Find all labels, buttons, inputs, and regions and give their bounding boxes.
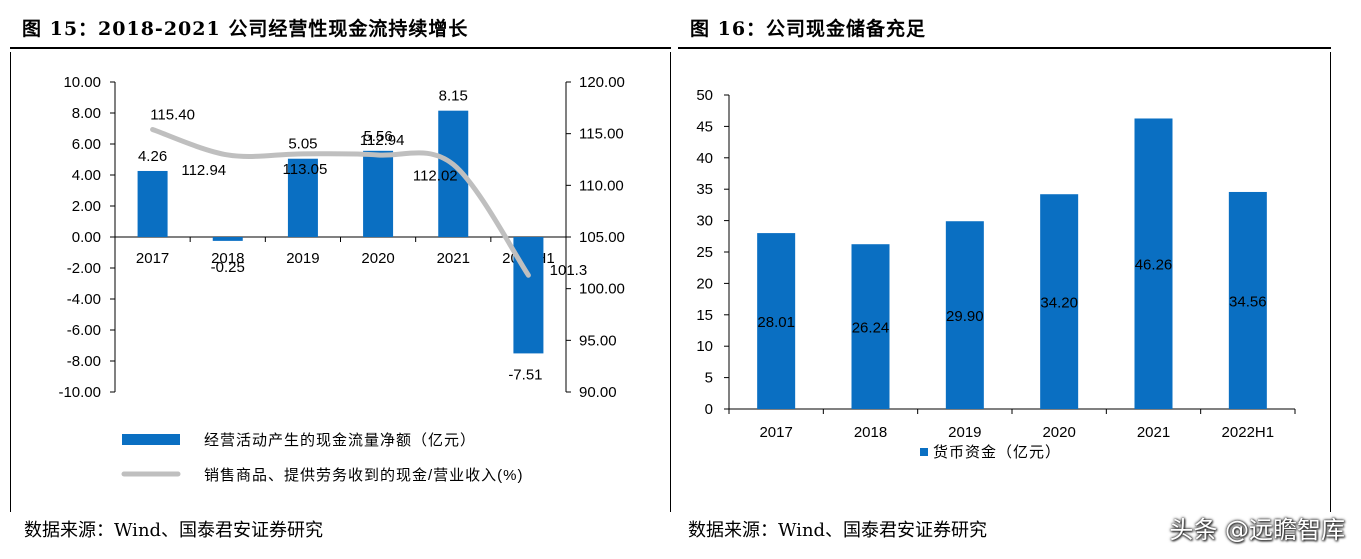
right-y-tick-label: 120.00 [579, 74, 625, 91]
cash-ratio-label: 113.05 [283, 161, 328, 178]
cash-reserve-bar [945, 221, 984, 409]
y-tick-label: 40 [696, 150, 713, 167]
cashflow-bar-label: 4.26 [138, 148, 167, 165]
cash-ratio-label: 101.3 [550, 262, 588, 279]
left-y-tick-label: -8.00 [67, 353, 101, 370]
x-tick-label: 2019 [948, 424, 981, 441]
cash-ratio-label: 112.94 [181, 162, 226, 179]
right-chart-title: 图 16：公司现金储备充足 [690, 18, 927, 40]
right-frame-border-left [670, 52, 671, 512]
y-tick-label: 20 [696, 275, 713, 292]
cashflow-bar-label: 5.05 [288, 136, 317, 153]
cashflow-bar-label: 5.56 [363, 128, 392, 145]
cash-reserve-bar [1228, 191, 1267, 409]
legend-label-cashflow: 经营活动产生的现金流量净额（亿元） [204, 432, 476, 449]
cash-reserve-label: 28.01 [757, 314, 795, 331]
left-y-tick-label: 6.00 [72, 136, 101, 153]
right-y-tick-label: 110.00 [579, 177, 624, 194]
cash-ratio-label: 115.40 [150, 107, 195, 124]
cash-ratio-label: 112.02 [413, 167, 458, 184]
left-y-tick-label: 2.00 [72, 198, 101, 215]
x-tick-label: 2020 [1042, 424, 1075, 441]
right-y-tick-label: 105.00 [579, 229, 625, 246]
cash-reserve-label: 34.20 [1040, 295, 1078, 312]
x-tick-label: 2018 [854, 424, 887, 441]
left-y-tick-label: 4.00 [72, 167, 101, 184]
legend-swatch-cashflow [122, 434, 180, 445]
left-y-tick-label: -6.00 [67, 322, 101, 339]
y-tick-label: 5 [705, 370, 713, 387]
x-tick-label: 2022H1 [1222, 424, 1275, 441]
left-y-tick-label: -10.00 [58, 384, 101, 401]
legend-label-ratio: 销售商品、提供劳务收到的现金/营业收入(%) [204, 467, 524, 484]
left-y-tick-label: -4.00 [67, 291, 101, 308]
legend-swatch-cash-reserve [920, 448, 928, 456]
x-tick-label: 2017 [136, 250, 169, 267]
cashflow-bar [137, 170, 168, 237]
right-y-tick-label: 95.00 [579, 332, 617, 349]
left-y-tick-label: -2.00 [67, 260, 101, 277]
cash-reserve-label: 34.56 [1229, 293, 1267, 310]
y-tick-label: 25 [696, 244, 713, 261]
x-tick-label: 2021 [1137, 424, 1170, 441]
cash-reserve-label: 29.90 [946, 308, 984, 325]
legend-label-cash-reserve: 货币资金（亿元） [933, 444, 1061, 461]
cash-reserve-label: 46.26 [1135, 257, 1173, 274]
left-y-tick-label: 8.00 [72, 105, 101, 122]
right-frame-border-right [1330, 52, 1331, 512]
watermark: 头条 @远瞻智库 [1169, 516, 1345, 544]
cash-reserve-label: 26.24 [852, 320, 890, 337]
x-tick-label: 2020 [361, 250, 394, 267]
cashflow-bar-label: -0.25 [211, 259, 245, 276]
x-tick-label: 2018 [211, 250, 244, 267]
cashflow-bar-label: 8.15 [439, 88, 468, 105]
left-source-note: 数据来源：Wind、国泰君安证券研究 [24, 520, 324, 541]
right-y-tick-label: 100.00 [579, 281, 625, 298]
left-chart: 10.00 8.00 6.00 4.00 2.00 0.00 -2.00 -4.00 -6.00… [58, 74, 625, 484]
y-tick-label: 0 [705, 401, 713, 418]
left-y-tick-label: 0.00 [72, 229, 101, 246]
left-frame-border [10, 52, 11, 512]
x-tick-label: 2019 [286, 250, 319, 267]
left-y-tick-label: 10.00 [63, 74, 101, 91]
cashflow-bar [212, 237, 243, 241]
right-source-note: 数据来源：Wind、国泰君安证券研究 [688, 520, 988, 541]
y-tick-label: 30 [696, 213, 713, 230]
right-y-tick-label: 90.00 [579, 384, 617, 401]
cashflow-bar-label: -7.51 [508, 366, 542, 383]
y-tick-label: 15 [696, 307, 713, 324]
cash-reserve-bar [757, 233, 796, 409]
cash-reserve-bar [851, 244, 890, 409]
cash-reserve-bar [1040, 194, 1079, 409]
right-y-tick-label: 115.00 [579, 126, 624, 143]
cashflow-bar [287, 158, 318, 237]
cashflow-bar [363, 150, 394, 237]
x-tick-label: 2017 [759, 424, 792, 441]
cash-ratio-label: 112.94 [360, 132, 405, 149]
left-title-rule [10, 47, 671, 49]
cash-ratio-line [150, 127, 531, 278]
cash-reserve-bar [1134, 118, 1173, 410]
right-title-rule [678, 47, 1331, 49]
y-tick-label: 50 [696, 87, 713, 104]
y-tick-label: 35 [696, 181, 713, 198]
x-tick-label: 2021 [437, 250, 470, 267]
y-tick-label: 10 [696, 338, 713, 355]
left-chart-title: 图 15：2018-2021 公司经营性现金流持续增长 [22, 18, 469, 40]
y-tick-label: 45 [696, 118, 713, 135]
